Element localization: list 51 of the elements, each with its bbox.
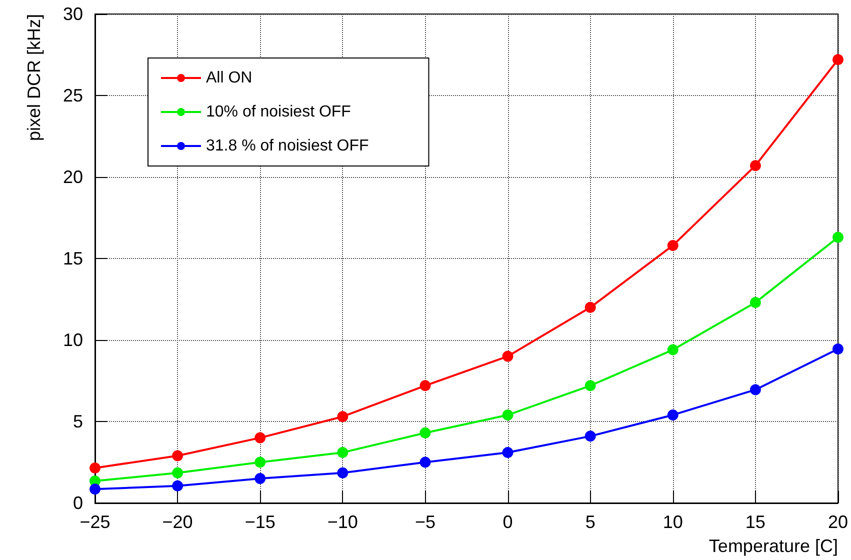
point: [420, 380, 431, 392]
y-tick-label: 15: [62, 248, 83, 268]
point: [337, 467, 348, 478]
x-tick-label: 0: [502, 512, 513, 532]
point: [254, 473, 266, 484]
x-tick-label: 10: [662, 512, 683, 532]
y-tick-label: 30: [62, 4, 83, 24]
point: [750, 297, 761, 308]
point: [584, 380, 596, 392]
x-tick-label: 15: [745, 512, 766, 532]
point: [420, 427, 431, 438]
x-tick-label: −5: [414, 512, 436, 532]
point: [420, 456, 431, 468]
y-axis-title: pixel DCR [kHz]: [24, 14, 44, 142]
point: [832, 54, 844, 66]
y-tick-label: 10: [62, 330, 83, 350]
point: [90, 462, 100, 474]
point: [832, 343, 844, 354]
point: [254, 432, 266, 444]
y-tick-label: 5: [72, 412, 83, 432]
point: [502, 409, 514, 420]
point: [502, 350, 514, 362]
x-tick-label: −10: [327, 512, 358, 532]
point: [667, 409, 678, 420]
x-tick-label: −25: [80, 512, 110, 532]
point: [750, 160, 761, 172]
x-tick-label: −15: [244, 512, 276, 532]
x-tick-label: −20: [162, 512, 193, 532]
legend-label: All ON: [206, 70, 252, 86]
x-tick-label: 5: [585, 512, 596, 532]
point: [667, 344, 678, 356]
point: [337, 411, 348, 422]
point: [584, 302, 596, 313]
x-axis-title: Temperature [C]: [708, 536, 838, 556]
point: [172, 467, 184, 478]
y-tick-label: 25: [62, 86, 83, 106]
point: [254, 456, 266, 468]
point: [750, 384, 761, 396]
y-tick-label: 0: [72, 493, 83, 513]
point: [172, 480, 184, 492]
point: [832, 232, 844, 243]
point: [337, 446, 348, 458]
point: [172, 450, 184, 462]
point: [502, 446, 514, 458]
legend-label: 31.8 % of noisiest OFF: [206, 138, 369, 154]
legend-label: 10% of noisiest OFF: [206, 104, 352, 120]
point: [90, 484, 100, 495]
point: [667, 240, 678, 251]
y-tick-label: 20: [62, 167, 83, 187]
x-tick-label: 20: [828, 512, 848, 532]
point: [584, 430, 596, 442]
